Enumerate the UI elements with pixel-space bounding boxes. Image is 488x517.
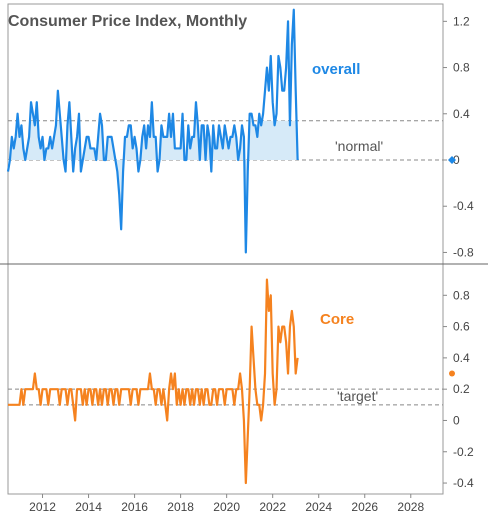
xtick-label: 2020 xyxy=(213,500,240,514)
core-ytick-label: -0.4 xyxy=(453,476,474,490)
xtick-label: 2024 xyxy=(305,500,332,514)
core-ytick-label: 0.8 xyxy=(453,288,470,302)
x-axis: 2012 2014 2016 2018 2020 2022 2024 2026 2028 xyxy=(29,494,424,514)
chart-frame xyxy=(0,3,488,495)
overall-ytick-label: 0.8 xyxy=(453,61,470,75)
xtick-label: 2016 xyxy=(121,500,148,514)
overall-series-line xyxy=(6,8,299,254)
overall-panel: 1.2 0.8 0.4 0 -0.4 -0.8 xyxy=(6,8,474,259)
core-ytick-label: 0.4 xyxy=(453,351,470,365)
xtick-label: 2012 xyxy=(29,500,56,514)
target-reference-label: 'target' xyxy=(337,388,378,404)
core-ytick-label: 0.6 xyxy=(453,320,470,334)
plot-border xyxy=(7,3,444,495)
core-panel: 0.8 0.6 0.4 0.2 0 -0.2 -0.4 xyxy=(8,278,474,490)
overall-ytick-label: -0.4 xyxy=(453,199,474,213)
chart-title: Consumer Price Index, Monthly xyxy=(8,13,247,30)
xtick-label: 2026 xyxy=(351,500,378,514)
overall-last-value-marker xyxy=(448,156,456,164)
normal-reference-label: 'normal' xyxy=(335,138,383,154)
xtick-label: 2022 xyxy=(259,500,286,514)
core-ytick-label: 0.2 xyxy=(453,382,470,396)
overall-ytick-label: 1.2 xyxy=(453,14,470,28)
core-ytick-label: -0.2 xyxy=(453,445,474,459)
core-ytick-label: 0 xyxy=(453,413,460,427)
overall-ytick-label: -0.8 xyxy=(453,245,474,259)
core-series-line xyxy=(8,278,299,485)
core-last-value-marker xyxy=(449,370,455,377)
core-series-label: Core xyxy=(320,311,354,328)
overall-ytick-label: 0 xyxy=(453,153,460,167)
xtick-label: 2028 xyxy=(397,500,424,514)
overall-normal-band-fill xyxy=(8,120,298,253)
xtick-label: 2018 xyxy=(167,500,194,514)
overall-ytick-label: 0.4 xyxy=(453,107,470,121)
overall-series-label: overall xyxy=(312,61,360,78)
xtick-label: 2014 xyxy=(75,500,102,514)
